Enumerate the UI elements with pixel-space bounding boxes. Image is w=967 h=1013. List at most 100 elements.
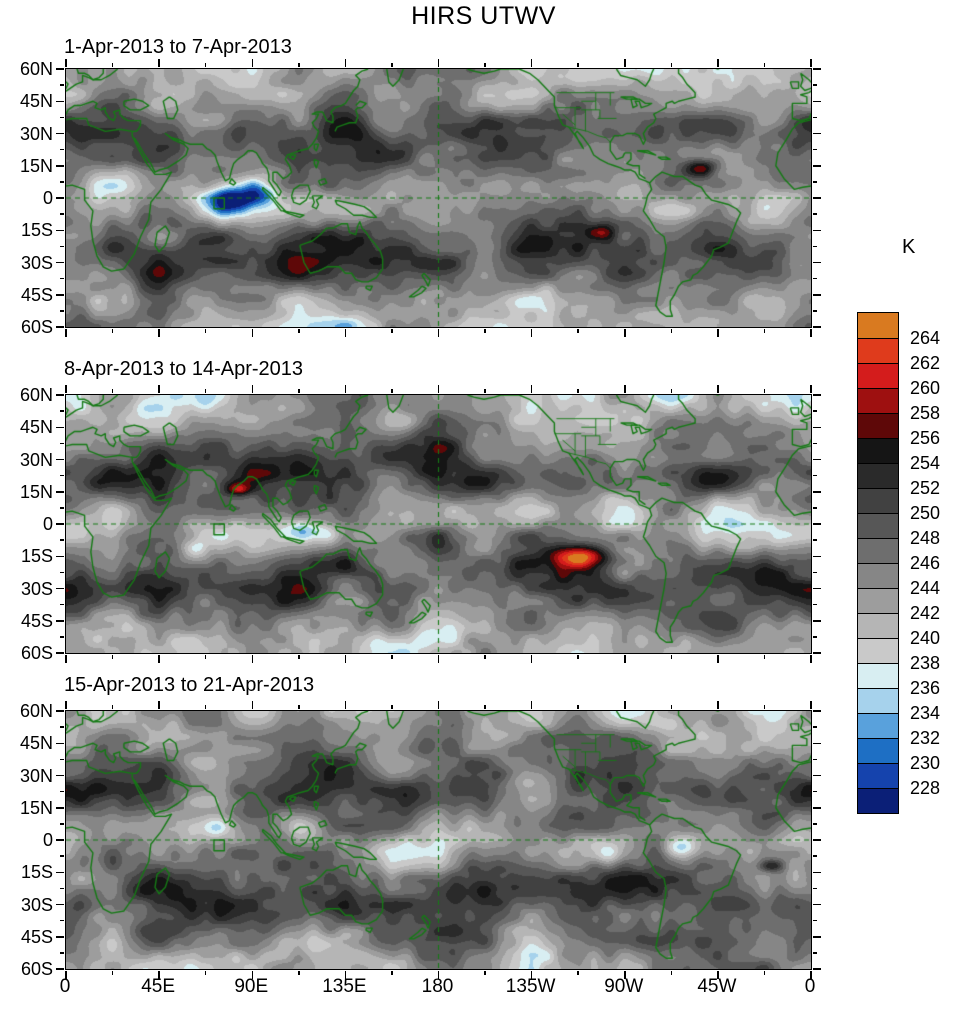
axis-tick [65,971,67,979]
lat-tick-label: 45N [19,733,53,754]
axis-tick [60,758,64,761]
axis-tick [251,655,253,663]
lat-tick-label: 30N [19,765,53,786]
axis-tick [437,59,440,67]
axis-tick [437,329,440,337]
axis-tick [577,329,579,333]
map-canvas-1 [66,69,811,327]
map-canvas-3 [66,711,811,969]
axis-tick [56,587,64,590]
axis-tick [813,277,817,280]
colorbar-tick-label: 252 [910,478,941,498]
axis-tick [813,726,817,728]
lon-tick-label: 45E [141,976,176,997]
colorbar-cell [858,638,898,663]
axis-tick [158,655,160,663]
axis-tick [813,968,821,970]
axis-tick [810,655,812,663]
axis-tick [813,458,821,461]
colorbar-unit-label: K [902,236,916,258]
axis-tick [60,855,64,857]
axis-tick [763,389,766,393]
axis-tick [624,971,626,979]
axis-tick [56,165,64,167]
lat-tick-label: 45N [19,417,53,438]
axis-tick [670,971,673,975]
axis-tick [56,936,64,938]
axis-tick [204,971,207,975]
axis-tick [484,63,486,67]
axis-tick [670,705,673,709]
axis-tick [813,652,821,654]
axis-tick [56,100,64,102]
panel-1-title: 1-Apr-2013 to 7-Apr-2013 [64,36,292,58]
axis-tick [60,887,64,890]
axis-tick [813,245,817,248]
axis-tick [717,655,719,663]
axis-tick [60,277,64,280]
axis-tick [810,701,812,709]
axis-tick [56,555,64,557]
lat-tick-label: 15N [19,481,53,502]
lat-tick-label: 15S [20,220,53,241]
axis-tick [813,474,817,477]
axis-tick [577,705,579,709]
colorbar-tick-label: 236 [910,678,941,698]
lat-tick-label: 0 [42,830,53,850]
figure-title: HIRS UTWV [411,2,556,30]
lon-tick-label: 0 [59,976,71,997]
axis-tick [60,726,64,728]
axis-tick [577,389,579,393]
axis-tick [60,790,64,793]
axis-tick [763,63,766,67]
axis-tick [251,329,253,337]
axis-tick [530,329,533,337]
axis-tick [813,952,817,954]
axis-tick [204,329,207,333]
colorbar-tick-label: 228 [910,778,941,798]
lat-tick-label: 15S [20,546,53,567]
axis-tick [298,971,300,975]
axis-tick [251,385,253,393]
axis-tick [56,294,64,296]
lat-tick-label: 60N [19,385,53,405]
colorbar-cell [858,613,898,638]
colorbar [857,312,899,814]
colorbar-cell [858,713,898,738]
lat-tick-label: 60S [20,643,53,663]
axis-tick [813,571,817,574]
axis-tick [60,474,64,477]
axis-tick [813,603,817,606]
axis-tick [344,655,347,663]
axis-tick [111,705,114,709]
colorbar-tick-label: 250 [910,503,941,523]
axis-tick [298,329,300,333]
axis-tick [158,329,160,337]
axis-tick [60,116,64,119]
axis-tick [484,655,486,659]
axis-tick [813,213,817,215]
map-canvas-2 [66,395,811,653]
axis-tick [251,701,253,709]
axis-tick [810,329,812,337]
lat-tick-label: 45S [20,610,53,631]
colorbar-cell [858,513,898,538]
axis-tick [56,523,64,525]
map-panel-2: 60N 45N 30N 15N 0 15S 30S 45S 60S [20,385,821,663]
axis-tick [56,229,64,231]
axis-tick [56,458,64,461]
colorbar-cell [858,413,898,438]
axis-tick [813,774,821,777]
axis-tick [484,971,486,975]
colorbar-cell [858,738,898,763]
axis-tick [60,84,64,86]
axis-tick [810,971,812,979]
axis-tick [670,389,673,393]
map-panel-1: 60N 45N 30N 15N 0 15S 30S 45S 60S [20,59,821,337]
axis-tick [813,710,821,712]
colorbar-tick-label: 246 [910,553,941,573]
axis-tick [56,742,64,744]
colorbar-tick-label: 244 [910,578,941,598]
axis-tick [717,701,719,709]
axis-tick [670,63,673,67]
